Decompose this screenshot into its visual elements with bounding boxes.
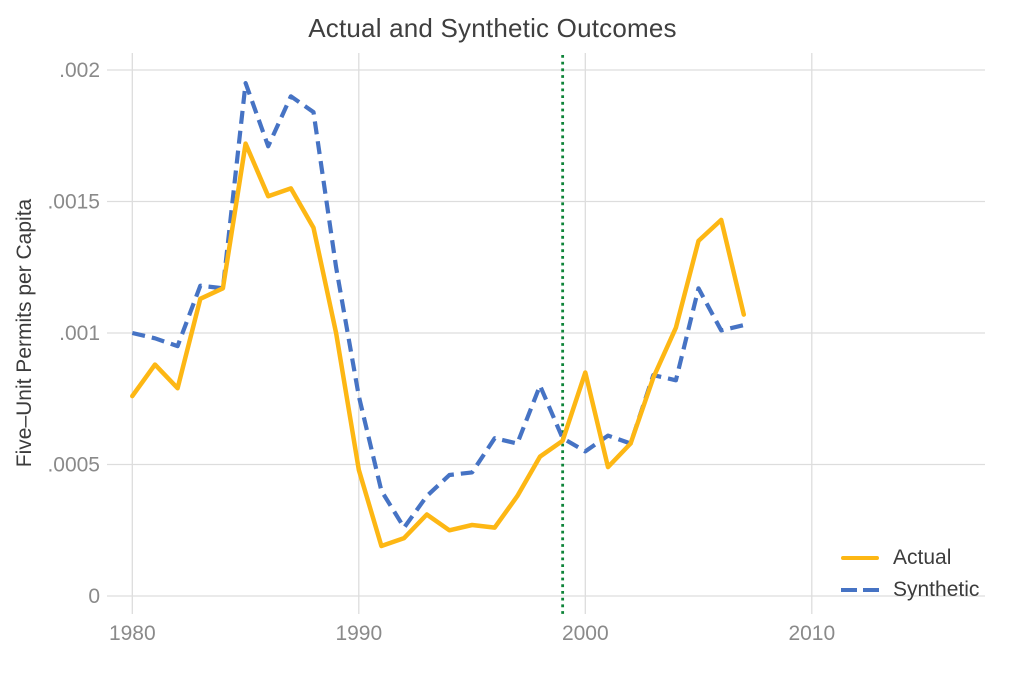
legend-item-actual: Actual	[841, 545, 979, 571]
legend-item-synthetic: Synthetic	[841, 577, 979, 603]
y-tick-label: .0015	[47, 191, 100, 214]
x-tick-label: 2000	[562, 622, 609, 645]
x-tick-label: 1990	[335, 622, 382, 645]
y-tick-label: .0005	[47, 454, 100, 477]
actual-line	[130, 141, 747, 549]
y-tick-label: .001	[59, 322, 100, 345]
legend-label-actual: Actual	[893, 546, 952, 569]
legend-label-synthetic: Synthetic	[893, 578, 980, 601]
chart-title: Actual and Synthetic Outcomes	[308, 13, 677, 43]
synthetic-line	[131, 80, 745, 530]
actual-line-swatch-icon	[841, 556, 879, 560]
legend: Actual Synthetic	[841, 545, 979, 603]
y-tick-label: 0	[88, 585, 100, 608]
y-tick-label: .002	[59, 59, 100, 82]
x-tick-label: 1980	[109, 622, 156, 645]
synthetic-line-swatch-icon	[841, 588, 879, 592]
x-tick-label: 2010	[788, 622, 835, 645]
